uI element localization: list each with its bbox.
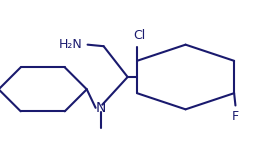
- Text: N: N: [96, 101, 106, 115]
- Text: H₂N: H₂N: [58, 38, 82, 51]
- Text: F: F: [232, 110, 239, 123]
- Text: Cl: Cl: [134, 29, 146, 42]
